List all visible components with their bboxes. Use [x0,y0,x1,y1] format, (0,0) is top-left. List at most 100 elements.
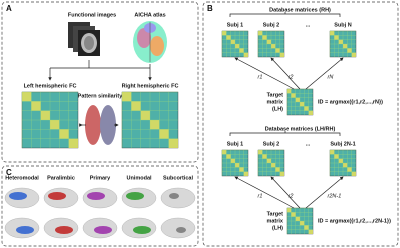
matrix-block [122,92,132,102]
matrix-block [275,48,280,53]
matrix-block [304,106,309,111]
matrix-block [230,158,235,163]
subject-label: Subj 2 [263,22,280,28]
matrix-block [275,167,280,172]
fc-matrix [286,88,314,116]
fc-matrix [21,91,79,149]
formula: ID = argmax({r1,r2,...,r2N-1}) [318,218,391,224]
target-label: matrix [266,99,283,105]
matrix-block [40,110,50,120]
panel-letter: A [6,4,12,13]
fc-matrix [221,149,249,177]
arrow [305,57,344,90]
matrix-block [347,48,352,53]
network-label: Unimodal [126,175,152,181]
matrix-block [226,35,231,40]
matrix-block [287,208,292,213]
matrix-block [330,31,335,36]
functional-images [68,22,100,56]
fc-matrix [286,207,314,235]
label: Functional images [68,12,116,18]
matrix-block [50,120,60,130]
arrow [234,57,295,90]
matrix-block [334,154,339,159]
atlas-brain [133,21,167,63]
label: AICHA atlas [134,12,165,18]
matrix-block [262,154,267,159]
network-region [169,193,179,199]
r-label: r2N-1 [328,193,342,199]
matrix-block [295,216,300,221]
panel-a-frame [1,1,199,163]
matrix-block [243,171,248,176]
subject-label: Subj 2N-1 [330,141,355,147]
arrow [234,176,295,209]
matrix-block [295,97,300,102]
matrix-block [239,48,244,53]
matrix-block [22,92,32,102]
network-region [176,227,186,233]
fc-matrix [221,30,249,58]
db-title: Database matrices (RH) [269,7,331,13]
matrix-block [266,39,271,44]
matrix-block [291,93,296,98]
r-label: rN [328,74,334,80]
matrix-block [235,44,240,49]
panel-letter: B [207,4,213,13]
subject-label: ... [306,141,311,147]
matrix-block [131,101,141,111]
matrix-block [258,150,263,155]
label: Pattern similarity [78,93,124,99]
matrix-block [150,120,160,130]
brain [160,187,196,209]
target-label: Target [267,211,284,217]
matrix-block [287,89,292,94]
label: Left hemispheric FC [24,83,77,89]
fc-matrix [257,30,285,58]
network-label: Heteromodal [5,175,39,181]
matrix-block [351,171,356,176]
matrix-block [59,129,69,139]
matrix-block [222,150,227,155]
target-label: Target [267,92,284,98]
r-label: r1 [258,74,263,80]
matrix-block [271,44,276,49]
matrix-block [308,110,313,115]
arrow [270,57,301,90]
matrix-block [300,102,305,107]
matrix-block [68,138,78,148]
matrix-block [222,31,227,36]
matrix-block [243,52,248,57]
matrix-block [300,221,305,226]
matrix-block [351,52,356,57]
network-region [133,226,151,234]
hemispheres [85,105,116,145]
matrix-block [338,39,343,44]
matrix-block [239,167,244,172]
matrix-block [279,171,284,176]
arrow [305,176,344,209]
arrow [270,176,301,209]
network-label: Primary [90,175,111,181]
network-label: Subcortical [163,175,193,181]
matrix-block [338,158,343,163]
target-label: (LH) [272,106,283,112]
connector [50,60,151,69]
panel-b-frame [202,1,399,247]
matrix-block [159,129,169,139]
network-region [9,192,27,200]
bracket [229,12,341,17]
panel-c-frame [1,165,199,247]
matrix-block [258,31,263,36]
matrix-block [347,167,352,172]
matrix-block [266,158,271,163]
matrix-block [279,52,284,57]
target-label: matrix [266,218,283,224]
bracket [229,131,341,136]
subject-label: Subj 2 [263,141,280,147]
network-region [16,226,34,234]
matrix-block [235,163,240,168]
network-region [94,226,112,234]
r-label: r2 [289,74,294,80]
